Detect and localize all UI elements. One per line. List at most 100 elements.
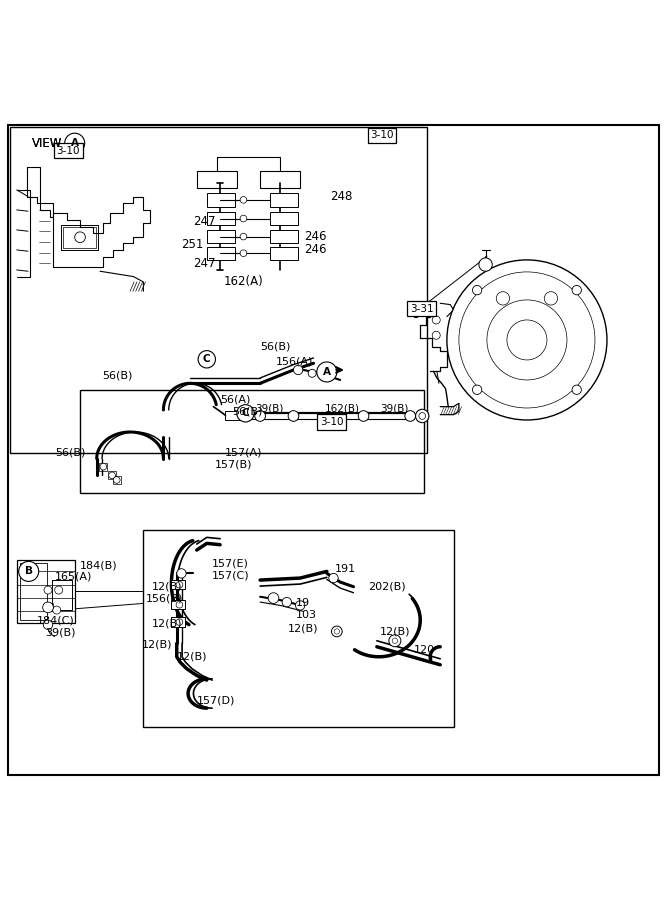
Text: 12(B): 12(B) xyxy=(141,640,172,650)
Text: 3-10: 3-10 xyxy=(370,130,394,140)
Circle shape xyxy=(432,316,440,324)
Circle shape xyxy=(177,569,186,578)
Circle shape xyxy=(389,634,401,647)
Text: C: C xyxy=(203,355,211,365)
Text: 156(B): 156(B) xyxy=(145,593,183,603)
Text: 3-10: 3-10 xyxy=(57,146,80,156)
Circle shape xyxy=(496,292,510,305)
Bar xyxy=(108,472,116,480)
Circle shape xyxy=(416,410,429,423)
Circle shape xyxy=(432,331,440,339)
Text: 12(B): 12(B) xyxy=(380,626,411,636)
Text: C: C xyxy=(241,409,249,419)
Text: A: A xyxy=(71,139,79,148)
Text: 12(B): 12(B) xyxy=(152,618,183,628)
Text: 246: 246 xyxy=(304,230,327,243)
Bar xyxy=(544,313,554,320)
Circle shape xyxy=(282,598,291,607)
Bar xyxy=(45,603,53,611)
Text: 184(C): 184(C) xyxy=(37,615,75,626)
Bar xyxy=(207,247,235,260)
Text: 103: 103 xyxy=(295,610,316,620)
Circle shape xyxy=(572,285,582,295)
Bar xyxy=(20,563,47,620)
Text: 56(B): 56(B) xyxy=(102,370,133,381)
Circle shape xyxy=(308,369,316,377)
Bar xyxy=(207,194,235,206)
Text: 246: 246 xyxy=(304,243,327,256)
Bar xyxy=(207,212,235,225)
Text: 12(B): 12(B) xyxy=(288,624,319,634)
Text: 56(B): 56(B) xyxy=(55,447,86,457)
Text: 162(B): 162(B) xyxy=(325,403,360,414)
Circle shape xyxy=(43,620,53,629)
Circle shape xyxy=(75,232,85,243)
Circle shape xyxy=(100,464,107,470)
Circle shape xyxy=(358,410,369,421)
Bar xyxy=(270,230,298,243)
Circle shape xyxy=(240,250,247,256)
Bar xyxy=(113,476,121,484)
Circle shape xyxy=(288,410,299,421)
Bar xyxy=(270,247,298,260)
Circle shape xyxy=(240,196,247,203)
Text: 162(A): 162(A) xyxy=(223,274,263,288)
Bar xyxy=(270,212,298,225)
Bar xyxy=(61,225,98,250)
Text: 19: 19 xyxy=(295,598,309,608)
Text: 157(D): 157(D) xyxy=(197,695,235,705)
Circle shape xyxy=(176,581,183,588)
Bar xyxy=(171,580,185,590)
Bar xyxy=(171,617,185,626)
Text: 120: 120 xyxy=(414,645,435,655)
Text: 157(B): 157(B) xyxy=(215,460,252,470)
Circle shape xyxy=(240,233,247,240)
Bar xyxy=(260,171,300,188)
Bar xyxy=(225,410,244,420)
Circle shape xyxy=(255,410,265,421)
Text: 3-31: 3-31 xyxy=(410,303,434,313)
Circle shape xyxy=(237,405,254,422)
Text: 56(A): 56(A) xyxy=(220,394,251,404)
Circle shape xyxy=(317,362,337,382)
Circle shape xyxy=(572,385,582,394)
Circle shape xyxy=(53,606,61,614)
Circle shape xyxy=(405,410,416,421)
Text: 156(A): 156(A) xyxy=(275,357,313,367)
Bar xyxy=(99,463,107,471)
Text: 39(B): 39(B) xyxy=(380,403,409,414)
Bar xyxy=(544,344,567,352)
Circle shape xyxy=(176,601,183,608)
Circle shape xyxy=(319,372,327,379)
Circle shape xyxy=(293,365,303,374)
Circle shape xyxy=(240,215,247,222)
Bar xyxy=(270,194,298,206)
Circle shape xyxy=(331,626,342,637)
Text: VIEW: VIEW xyxy=(32,137,63,149)
Text: 56(B): 56(B) xyxy=(260,342,291,352)
Circle shape xyxy=(544,292,558,305)
Text: 191: 191 xyxy=(335,563,356,573)
Text: 157(C): 157(C) xyxy=(212,571,249,580)
Circle shape xyxy=(447,260,607,420)
Circle shape xyxy=(19,562,39,581)
Bar xyxy=(207,230,235,243)
Text: 56(B): 56(B) xyxy=(232,407,263,417)
Circle shape xyxy=(65,133,85,153)
Bar xyxy=(10,127,427,454)
Text: 251: 251 xyxy=(181,238,204,251)
Circle shape xyxy=(479,258,492,271)
Text: 248: 248 xyxy=(330,190,353,203)
Text: A: A xyxy=(323,367,331,377)
Circle shape xyxy=(268,593,279,603)
Bar xyxy=(197,171,237,188)
Bar xyxy=(17,560,75,624)
Text: B: B xyxy=(25,566,33,576)
Circle shape xyxy=(43,602,53,613)
Text: 165(A): 165(A) xyxy=(55,572,92,581)
Circle shape xyxy=(44,586,52,594)
Circle shape xyxy=(472,385,482,394)
Text: 247: 247 xyxy=(193,256,216,270)
Bar xyxy=(171,600,185,609)
Circle shape xyxy=(329,573,338,582)
